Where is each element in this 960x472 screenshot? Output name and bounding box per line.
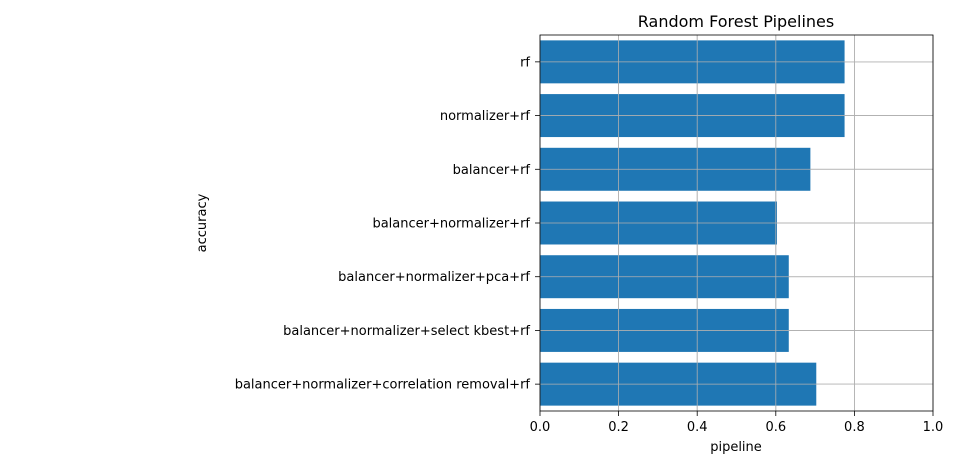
y-tick-label: balancer+normalizer+select kbest+rf — [283, 324, 530, 339]
y-axis-ticks: rf normalizer+rf balancer+rf balancer+norma… — [235, 55, 540, 393]
x-axis-ticks: 0.0 0.2 0.4 0.6 0.8 1.0 — [530, 411, 944, 435]
y-tick-label: balancer+rf — [453, 163, 531, 178]
grid-overlay — [539, 35, 934, 411]
x-axis-label: pipeline — [710, 440, 762, 455]
y-tick-label: normalizer+rf — [440, 109, 531, 124]
y-tick-label: rf — [520, 55, 530, 70]
x-tick-label: 0.0 — [530, 420, 551, 435]
y-tick-label: balancer+normalizer+rf — [372, 217, 530, 232]
x-tick-label: 0.4 — [687, 420, 708, 435]
x-tick-label: 0.8 — [844, 420, 865, 435]
y-tick-label: balancer+normalizer+pca+rf — [338, 270, 530, 285]
y-axis-label: accuracy — [195, 193, 210, 252]
x-tick-label: 0.2 — [608, 420, 629, 435]
chart-title: Random Forest Pipelines — [638, 12, 834, 31]
y-tick-label: balancer+normalizer+correlation removal+… — [235, 378, 531, 393]
x-tick-label: 0.6 — [765, 420, 786, 435]
x-tick-label: 1.0 — [923, 420, 944, 435]
